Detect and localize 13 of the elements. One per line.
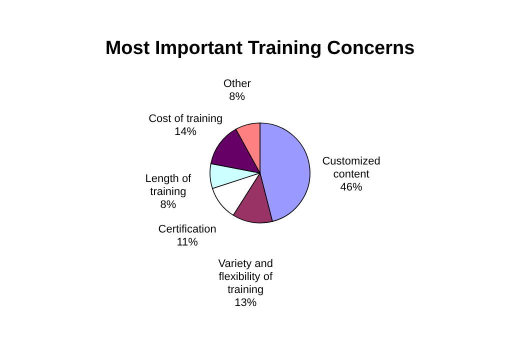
slice-label: Customized content <box>322 155 380 180</box>
slice-label: Cost of training <box>148 112 223 125</box>
slice-label: Length of training <box>145 172 192 198</box>
data-label: 11% <box>176 236 198 248</box>
data-label: 13% <box>234 296 257 309</box>
slice-label: Certification <box>158 223 216 236</box>
chart-title: Most Important Training Concerns <box>105 38 415 59</box>
data-label: 8% <box>229 90 246 103</box>
data-label: 46% <box>340 181 362 194</box>
data-label: 14% <box>174 126 197 138</box>
data-label: 8% <box>160 198 176 211</box>
slice-label: Other <box>223 78 252 90</box>
slice-label: Variety and flexibility of training <box>218 258 274 296</box>
